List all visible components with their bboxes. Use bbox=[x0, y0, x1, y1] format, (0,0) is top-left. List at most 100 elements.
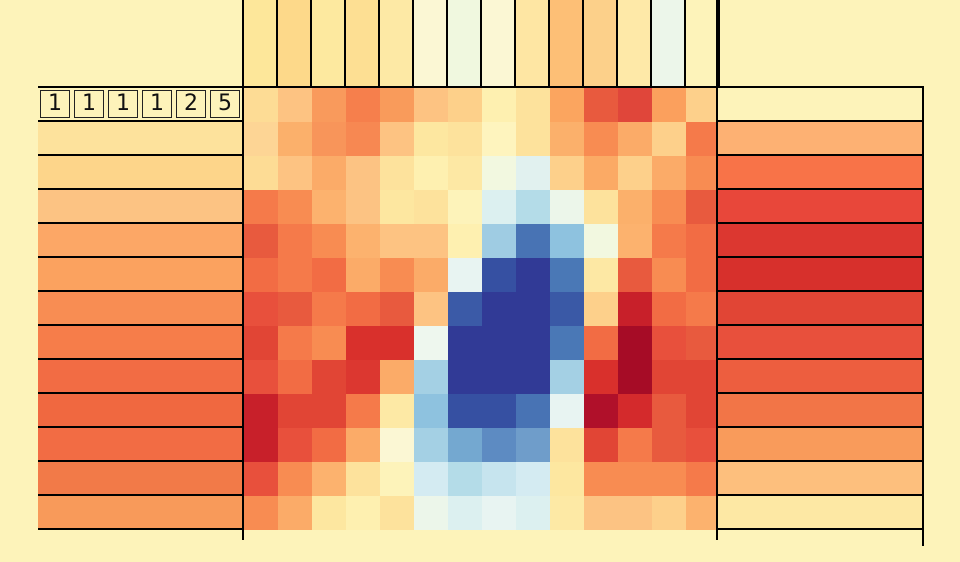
board-cell[interactable] bbox=[516, 326, 550, 360]
board-cell[interactable] bbox=[652, 496, 686, 530]
board-cell[interactable] bbox=[414, 292, 448, 326]
board-cell[interactable] bbox=[584, 360, 618, 394]
board-cell[interactable] bbox=[482, 496, 516, 530]
board-cell[interactable] bbox=[652, 462, 686, 496]
board-cell[interactable] bbox=[414, 394, 448, 428]
board-cell[interactable] bbox=[516, 496, 550, 530]
board-cell[interactable] bbox=[346, 122, 380, 156]
board-cell[interactable] bbox=[312, 496, 346, 530]
board-cell[interactable] bbox=[482, 360, 516, 394]
board-cell[interactable] bbox=[618, 224, 652, 258]
board-cell[interactable] bbox=[380, 258, 414, 292]
board-cell[interactable] bbox=[414, 190, 448, 224]
board-cell[interactable] bbox=[686, 224, 720, 258]
board-cell[interactable] bbox=[516, 190, 550, 224]
board-cell[interactable] bbox=[346, 428, 380, 462]
board-cell[interactable] bbox=[686, 292, 720, 326]
right-row-clue-9[interactable] bbox=[718, 358, 922, 392]
board-cell[interactable] bbox=[550, 88, 584, 122]
right-row-clue-12[interactable] bbox=[718, 460, 922, 494]
board-cell[interactable] bbox=[448, 292, 482, 326]
board-cell[interactable] bbox=[312, 156, 346, 190]
board-cell[interactable] bbox=[618, 88, 652, 122]
board-cell[interactable] bbox=[380, 156, 414, 190]
board-cell[interactable] bbox=[686, 360, 720, 394]
board-cell[interactable] bbox=[482, 428, 516, 462]
board-cell[interactable] bbox=[686, 156, 720, 190]
board-cell[interactable] bbox=[686, 258, 720, 292]
board-cell[interactable] bbox=[278, 190, 312, 224]
board-cell[interactable] bbox=[278, 462, 312, 496]
column-clue-11[interactable] bbox=[582, 0, 616, 86]
board-cell[interactable] bbox=[686, 88, 720, 122]
board-cell[interactable] bbox=[448, 156, 482, 190]
board-cell[interactable] bbox=[244, 462, 278, 496]
board-cell[interactable] bbox=[550, 156, 584, 190]
column-clue-8[interactable] bbox=[480, 0, 514, 86]
left-row-clue-7[interactable] bbox=[38, 290, 242, 324]
column-clue-12[interactable] bbox=[616, 0, 650, 86]
right-row-clue-2[interactable] bbox=[718, 120, 922, 154]
board-cell[interactable] bbox=[380, 122, 414, 156]
board-cell[interactable] bbox=[244, 88, 278, 122]
board-cell[interactable] bbox=[312, 462, 346, 496]
right-row-clue-13[interactable] bbox=[718, 494, 922, 528]
board-cell[interactable] bbox=[652, 190, 686, 224]
board-cell[interactable] bbox=[414, 428, 448, 462]
column-clue-9[interactable] bbox=[514, 0, 548, 86]
board-cell[interactable] bbox=[584, 122, 618, 156]
board-cell[interactable] bbox=[278, 394, 312, 428]
board-cell[interactable] bbox=[482, 394, 516, 428]
column-clue-2[interactable] bbox=[276, 0, 310, 86]
board-cell[interactable] bbox=[482, 190, 516, 224]
board-cell[interactable] bbox=[686, 462, 720, 496]
board-cell[interactable] bbox=[244, 496, 278, 530]
board-cell[interactable] bbox=[584, 292, 618, 326]
board-cell[interactable] bbox=[346, 88, 380, 122]
board-cell[interactable] bbox=[550, 190, 584, 224]
left-row-clue-8[interactable] bbox=[38, 324, 242, 358]
board-cell[interactable] bbox=[686, 428, 720, 462]
board-cell[interactable] bbox=[414, 360, 448, 394]
board-cell[interactable] bbox=[380, 190, 414, 224]
board-cell[interactable] bbox=[312, 258, 346, 292]
board-cell[interactable] bbox=[584, 190, 618, 224]
board-cell[interactable] bbox=[414, 326, 448, 360]
board-cell[interactable] bbox=[244, 156, 278, 190]
board-cell[interactable] bbox=[686, 496, 720, 530]
board-cell[interactable] bbox=[482, 462, 516, 496]
board-cell[interactable] bbox=[652, 258, 686, 292]
board-cell[interactable] bbox=[686, 394, 720, 428]
board-cell[interactable] bbox=[652, 326, 686, 360]
board-cell[interactable] bbox=[652, 360, 686, 394]
board-cell[interactable] bbox=[380, 462, 414, 496]
board-cell[interactable] bbox=[244, 258, 278, 292]
board-cell[interactable] bbox=[516, 292, 550, 326]
board-cell[interactable] bbox=[618, 360, 652, 394]
board-cell[interactable] bbox=[584, 224, 618, 258]
board-cell[interactable] bbox=[686, 190, 720, 224]
board-cell[interactable] bbox=[618, 326, 652, 360]
board-cell[interactable] bbox=[380, 88, 414, 122]
board-cell[interactable] bbox=[550, 122, 584, 156]
column-clue-7[interactable] bbox=[446, 0, 480, 86]
board-cell[interactable] bbox=[448, 258, 482, 292]
board-cell[interactable] bbox=[346, 258, 380, 292]
board-cell[interactable] bbox=[584, 258, 618, 292]
board-cell[interactable] bbox=[448, 428, 482, 462]
board-cell[interactable] bbox=[414, 88, 448, 122]
board-cell[interactable] bbox=[414, 156, 448, 190]
left-row-clue-9[interactable] bbox=[38, 358, 242, 392]
board-cell[interactable] bbox=[414, 462, 448, 496]
left-row-clue-5[interactable] bbox=[38, 222, 242, 256]
board-cell[interactable] bbox=[278, 360, 312, 394]
board-cell[interactable] bbox=[516, 394, 550, 428]
board-cell[interactable] bbox=[584, 394, 618, 428]
board-cell[interactable] bbox=[380, 326, 414, 360]
board-cell[interactable] bbox=[516, 88, 550, 122]
board-cell[interactable] bbox=[448, 190, 482, 224]
board-cell[interactable] bbox=[652, 292, 686, 326]
board-cell[interactable] bbox=[414, 496, 448, 530]
column-clue-10[interactable] bbox=[548, 0, 582, 86]
right-row-clue-4[interactable] bbox=[718, 188, 922, 222]
